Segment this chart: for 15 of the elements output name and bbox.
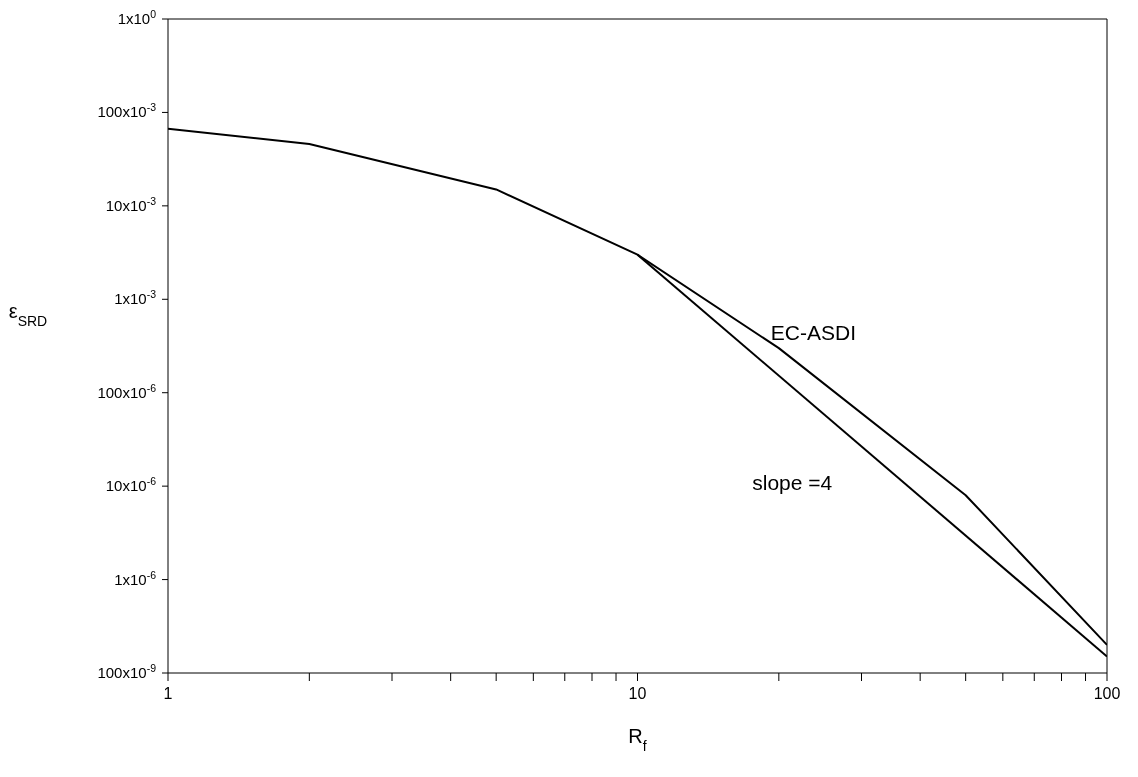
x-axis-title: R$_{f}$ xyxy=(628,725,647,754)
y-tick-label: 100x10$^{-6}$ xyxy=(97,381,157,401)
y-axis-title: ε$_{SRD}$ xyxy=(8,300,48,329)
y-tick-label: 1x10$^{0}$ xyxy=(117,8,157,27)
series-label: slope =4 xyxy=(752,470,833,494)
series-label: EC-ASDI xyxy=(770,321,857,345)
y-tick-label: 100x10$^{-3}$ xyxy=(97,101,157,121)
y-tick-label: 1x10$^{-6}$ xyxy=(114,568,157,588)
y-tick-label: 1x10$^{-3}$ xyxy=(114,288,157,308)
y-tick-label: 100x10$^{-9}$ xyxy=(97,662,157,681)
x-tick-label: 100 xyxy=(1093,685,1121,702)
x-tick-label: 10 xyxy=(628,685,647,702)
x-tick-label: 1 xyxy=(163,685,173,702)
y-tick-label: 10x10$^{-3}$ xyxy=(105,194,157,214)
y-tick-label: 10x10$^{-6}$ xyxy=(105,475,157,495)
